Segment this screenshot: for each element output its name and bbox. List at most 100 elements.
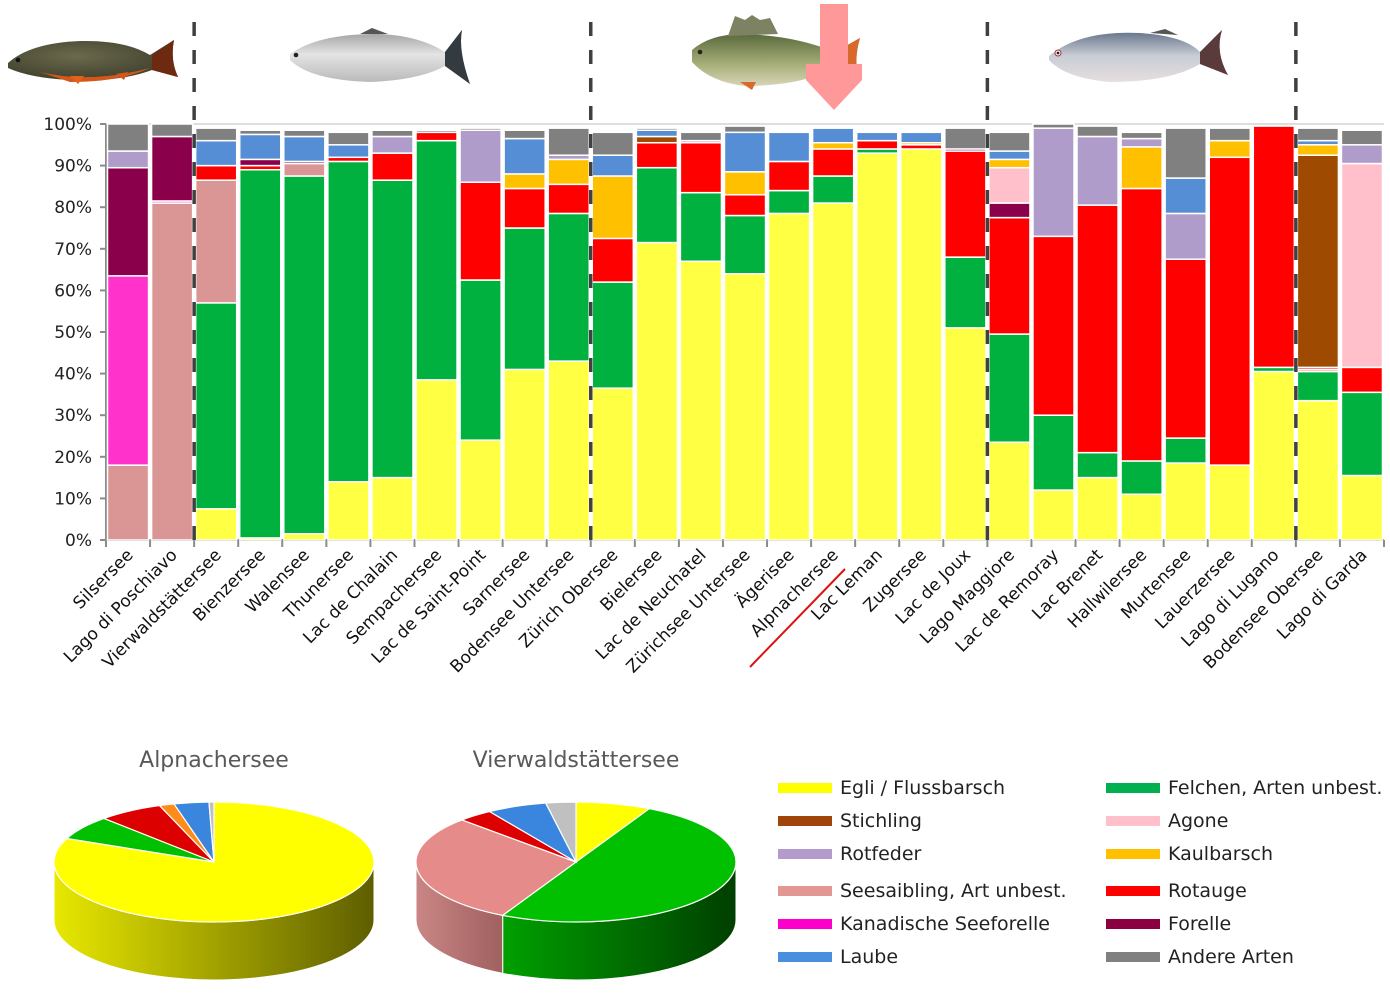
y-tick-label: 10% — [54, 489, 92, 509]
bar-segment-egli-flussbarsch — [1120, 493, 1163, 541]
bar-zurichsee-untersee — [723, 125, 767, 541]
legend-label: Andere Arten — [1168, 946, 1294, 968]
highlight-arrow-down — [806, 4, 862, 110]
bar-lago-di-poschiavo — [150, 123, 194, 541]
bar-segment-felchen-arten-unbest — [1164, 437, 1207, 464]
bar-segment-agone — [1340, 162, 1384, 369]
bar-segment-laube — [1164, 177, 1207, 215]
bar-segment-felchen-arten-unbest — [591, 281, 635, 389]
alpnachersee-underline — [749, 568, 846, 668]
bar-segment-laube — [327, 144, 370, 159]
legend-swatch — [1106, 919, 1160, 929]
bar-segment-kaulbarsch — [503, 173, 546, 190]
bar-segment-laube — [503, 137, 546, 175]
bar-segment-egli-flussbarsch — [459, 439, 502, 541]
bar-segment-rotauge — [1076, 204, 1119, 454]
bar-segment-felchen-arten-unbest — [283, 175, 326, 535]
bar-segment-andere-arten — [988, 131, 1031, 152]
legend-item-stichling: Stichling — [778, 807, 922, 835]
bar-segment-egli-flussbarsch — [1296, 399, 1340, 541]
bar-segment-stichling — [635, 135, 679, 144]
bar-segment-andere-arten — [283, 129, 326, 138]
bar-segment-egli-flussbarsch — [988, 441, 1031, 541]
bar-segment-forelle — [988, 202, 1031, 219]
bar-segment-andere-arten — [1340, 129, 1384, 146]
bar-segment-felchen-arten-unbest — [1120, 460, 1163, 495]
bar-segment-kaulbarsch — [988, 158, 1031, 169]
bar-segment-felchen-arten-unbest — [327, 160, 370, 483]
stacked-bars — [106, 123, 1384, 541]
bar-segment-laube — [591, 154, 635, 177]
pie-alpnachersee — [53, 801, 375, 981]
bar-sempachersee — [415, 129, 458, 541]
bar-segment-andere-arten — [238, 129, 282, 136]
bar-segment-andere-arten — [635, 127, 679, 131]
bar-bienzersee — [238, 129, 282, 541]
legend-label: Forelle — [1168, 913, 1232, 935]
bar-segment-seesaibling-art-unbest — [194, 179, 238, 304]
bar-segment-rotauge — [1032, 235, 1075, 416]
legend-swatch — [778, 783, 832, 793]
bar-segment-seesaibling-art-unbest — [150, 202, 194, 541]
bar-segment-rotfeder — [106, 150, 150, 169]
y-tick-label: 50% — [54, 323, 92, 343]
y-tick-label: 40% — [54, 365, 92, 385]
bar-segment-egli-flussbarsch — [591, 387, 635, 541]
bar-segment-egli-flussbarsch — [679, 260, 723, 541]
bar-segment-rotfeder — [1120, 137, 1163, 148]
bar-segment-felchen-arten-unbest — [635, 166, 679, 244]
bar-segment-forelle — [106, 166, 150, 277]
bar-zugersee — [899, 131, 943, 541]
legend-swatch — [778, 919, 832, 929]
y-tick-label: 20% — [54, 448, 92, 468]
bar-segment-rotauge — [1120, 187, 1163, 462]
bar-segment-egli-flussbarsch — [1032, 489, 1075, 541]
bar-segment-andere-arten — [723, 125, 767, 134]
bar-segment-egli-flussbarsch — [503, 368, 546, 541]
bar-segment-rotfeder — [1032, 127, 1075, 238]
legend-item-kanadische-seeforelle: Kanadische Seeforelle — [778, 910, 1050, 938]
bar-segment-forelle — [238, 158, 282, 167]
bar-segment-rotauge — [1340, 366, 1384, 394]
bar-bielersee — [635, 127, 679, 541]
bar-segment-andere-arten — [150, 123, 194, 138]
bar-segment-felchen-arten-unbest — [1340, 391, 1384, 477]
legend-item-kaulbarsch: Kaulbarsch — [1106, 840, 1273, 868]
bar-segment-andere-arten — [1032, 123, 1075, 129]
legend-label: Rotauge — [1168, 880, 1247, 902]
bar-segment-rotauge — [811, 148, 855, 177]
bar-segment-rotauge — [1208, 156, 1252, 466]
bar-lac-de-remoray — [1032, 123, 1075, 541]
bar-segment-felchen-arten-unbest — [238, 169, 282, 539]
bar-lac-de-saint-point — [459, 127, 502, 541]
bar-segment-andere-arten — [371, 129, 414, 138]
bar-zurich-obersee — [591, 131, 635, 541]
bar-segment-felchen-arten-unbest — [547, 212, 591, 362]
bar-segment-agone — [988, 166, 1031, 204]
fish-image-rotauge — [1049, 29, 1228, 82]
bar-segment-egli-flussbarsch — [371, 476, 414, 541]
legend-swatch — [778, 886, 832, 896]
bar-segment-rotauge — [1164, 258, 1207, 439]
bar-segment-egli-flussbarsch — [899, 148, 943, 541]
legend-label: Egli / Flussbarsch — [840, 777, 1006, 799]
bar-segment-egli-flussbarsch — [1340, 474, 1384, 541]
bar-lac-de-neuchatel — [679, 131, 723, 541]
bar-lauerzersee — [1208, 127, 1252, 541]
bar-segment-felchen-arten-unbest — [371, 179, 414, 479]
bar-bodensee-obersee — [1296, 127, 1340, 541]
bar-segment-rotauge — [459, 181, 502, 281]
y-tick-label: 100% — [43, 115, 92, 135]
bar-segment-kaulbarsch — [811, 141, 855, 150]
bar-segment-egli-flussbarsch — [415, 379, 458, 541]
legend-label: Rotfeder — [840, 843, 922, 865]
bar-segment-egli-flussbarsch — [547, 360, 591, 541]
bar-segment-egli-flussbarsch — [194, 508, 238, 541]
bar-segment-felchen-arten-unbest — [194, 302, 238, 510]
pie-title-alpnachersee: Alpnachersee — [139, 748, 289, 773]
bar-segment-egli-flussbarsch — [1164, 462, 1207, 541]
bar-segment-laube — [899, 131, 943, 144]
legend-item-forelle: Forelle — [1106, 910, 1231, 938]
legend-label: Seesaibling, Art unbest. — [840, 880, 1067, 902]
